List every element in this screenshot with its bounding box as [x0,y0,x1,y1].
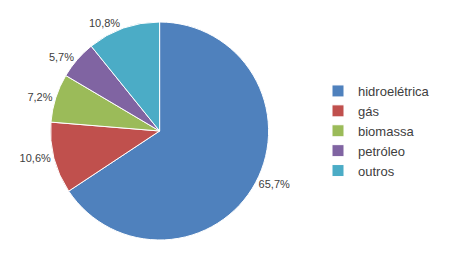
svg-text:biomassa: biomassa [358,124,414,139]
svg-text:7,2%: 7,2% [27,91,52,103]
svg-text:10,6%: 10,6% [20,152,51,164]
svg-text:5,7%: 5,7% [49,51,74,63]
svg-text:10,8%: 10,8% [89,17,120,29]
svg-text:65,7%: 65,7% [259,178,290,190]
svg-text:outros: outros [358,164,395,179]
svg-text:gás: gás [358,104,379,119]
svg-text:hidroelétrica: hidroelétrica [358,84,430,99]
svg-text:petróleo: petróleo [358,144,405,159]
